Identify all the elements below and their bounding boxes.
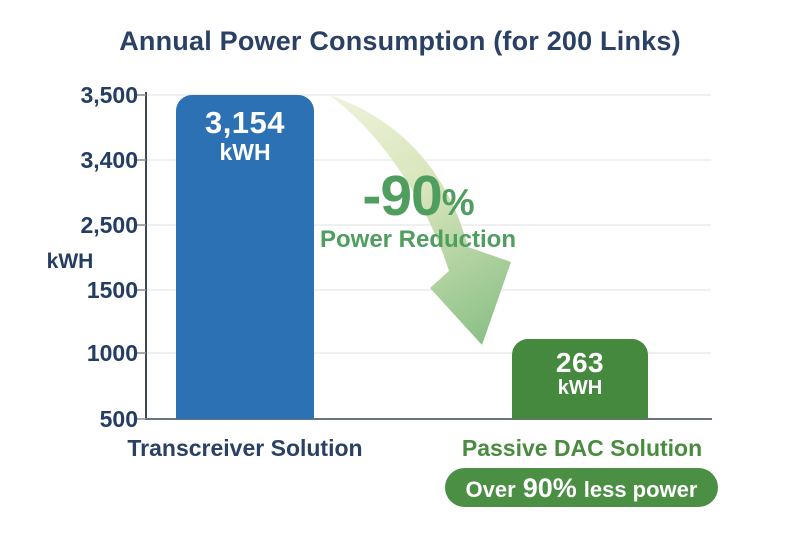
y-axis-unit-label: kWH xyxy=(46,250,94,273)
badge-suffix: less power xyxy=(583,477,698,502)
ytick-500: 500 xyxy=(99,406,138,432)
reduction-caption: Power Reduction xyxy=(319,226,517,253)
y-axis-ticks xyxy=(137,94,146,420)
bar-transceiver: 3,154 kWH xyxy=(176,95,314,419)
badge-highlight: 90% xyxy=(522,473,577,503)
ytick-1500: 1500 xyxy=(86,277,138,303)
reduction-arrow xyxy=(329,95,511,345)
reduction-percent: -90% xyxy=(318,168,518,225)
ytick-3500: 3,500 xyxy=(80,82,138,108)
percent-sign: % xyxy=(441,182,475,223)
reduction-percent-number: -90 xyxy=(362,164,442,228)
badge-prefix: Over xyxy=(465,477,516,502)
ytick-2500: 2,500 xyxy=(80,212,138,238)
bar-passive-dac-unit: kWH xyxy=(557,377,603,400)
less-power-badge: Over 90% less power xyxy=(445,468,718,507)
bar-passive-dac-value: 263 xyxy=(555,347,605,378)
bar-passive-dac: 263 kWH xyxy=(512,339,648,419)
category-label-passive-dac: Passive DAC Solution xyxy=(461,435,703,461)
bar-transceiver-value: 3,154 xyxy=(204,105,286,140)
bar-transceiver-unit: kWH xyxy=(219,138,271,165)
reduction-annotation: -90% Power Reduction xyxy=(318,168,518,254)
chart-title: Annual Power Consumption (for 200 Links) xyxy=(119,26,681,56)
ytick-1000: 1000 xyxy=(86,340,138,366)
ytick-3400: 3,400 xyxy=(80,147,138,173)
category-label-transceiver: Transcreiver Solution xyxy=(127,435,363,461)
